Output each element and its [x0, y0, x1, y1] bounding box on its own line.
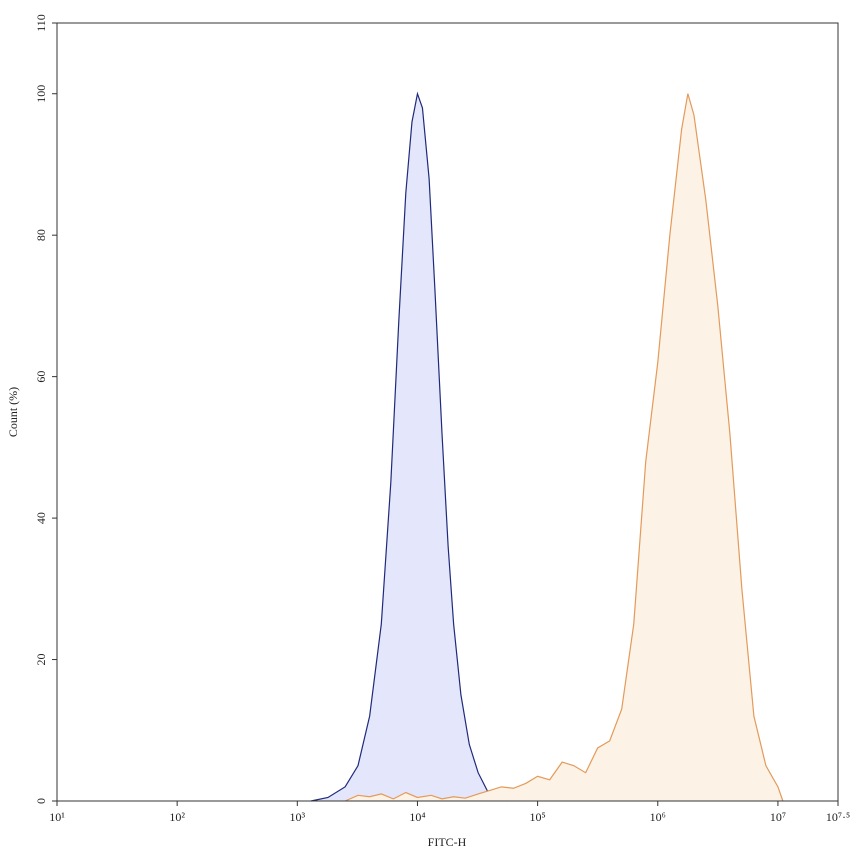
x-tick-label: 10³	[290, 810, 306, 824]
y-tick-label: 0	[34, 798, 48, 804]
x-tick-label: 10⁴	[409, 810, 425, 824]
plot-frame	[56, 22, 839, 802]
x-tick-label: 10⁷·⁵	[826, 810, 850, 824]
histogram-line	[310, 91, 507, 802]
y-tick-label: 40	[34, 512, 48, 524]
x-tick-label: 10²	[169, 810, 185, 824]
y-tick-label: 110	[34, 14, 48, 32]
x-tick-label: 10¹	[49, 810, 65, 824]
histogram-area	[345, 93, 783, 801]
y-tick-label: 100	[34, 85, 48, 103]
y-tick-label: 20	[34, 654, 48, 666]
x-tick-label: 10⁵	[530, 810, 546, 824]
x-tick-label: 10⁷	[770, 810, 786, 824]
histogram-line	[344, 93, 784, 802]
y-axis-label: Count (%)	[6, 387, 20, 437]
x-tick-label: 10⁶	[650, 810, 666, 824]
y-tick-label: 60	[34, 371, 48, 383]
y-tick-label: 80	[34, 229, 48, 241]
x-axis-label: FITC-H	[428, 835, 467, 849]
histogram-area	[310, 93, 507, 801]
